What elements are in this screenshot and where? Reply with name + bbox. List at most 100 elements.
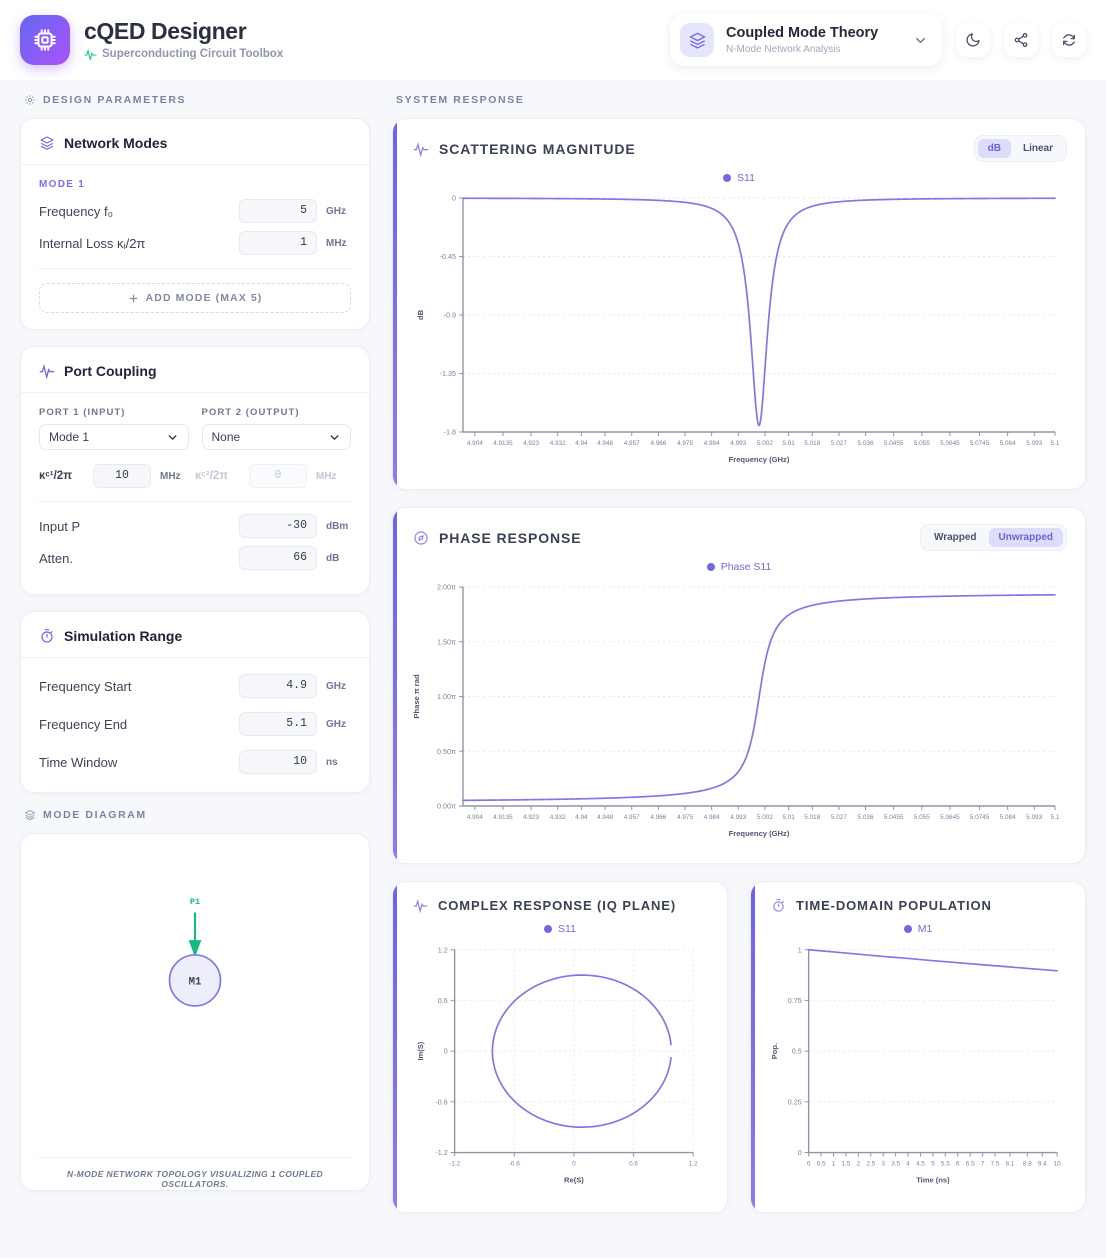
time-domain-title-text: TIME-DOMAIN POPULATION <box>796 898 992 913</box>
svg-text:5.027: 5.027 <box>831 440 847 447</box>
legend-dot <box>544 925 553 933</box>
model-selector[interactable]: Coupled Mode Theory N-Mode Network Analy… <box>670 14 942 66</box>
divider <box>39 268 351 269</box>
legend-dot <box>723 174 732 182</box>
svg-text:Im(S): Im(S) <box>416 1041 425 1060</box>
theme-toggle-button[interactable] <box>956 23 990 57</box>
share-button[interactable] <box>1004 23 1038 57</box>
scattering-legend: S11 <box>393 168 1085 184</box>
phase-response-plot[interactable]: 2.00π 1.50π 1.00π 0.50π 0.00π 4.904 4.9135 4.92… <box>393 573 1085 858</box>
wave-icon <box>39 363 55 379</box>
mode-diagram-card: P1 M1 N-MODE NETWORK TOPOLOGY VISUALIZIN… <box>20 833 370 1191</box>
port2-group: PORT 2 (OUTPUT) None <box>201 407 351 450</box>
network-modes-title: Network Modes <box>21 119 369 165</box>
plus-icon <box>129 294 137 302</box>
wave-icon <box>84 48 97 61</box>
reset-button[interactable] <box>1052 23 1086 57</box>
mode-node-label: M1 <box>189 977 202 989</box>
svg-text:6.5: 6.5 <box>966 1160 975 1167</box>
svg-text:-1.2: -1.2 <box>449 1160 460 1167</box>
simulation-range-card: Simulation Range Frequency Start 4.9 GHz… <box>20 611 370 793</box>
port2-select[interactable]: None <box>201 424 351 450</box>
svg-text:9.4: 9.4 <box>1038 1160 1047 1167</box>
divider <box>39 501 351 502</box>
frequency-start-input[interactable]: 4.9 <box>239 674 317 698</box>
internal-loss-row: Internal Loss κᵢ/2π 1 MHz <box>39 231 351 255</box>
kappa-c2-label: κᶜ²/2π <box>195 470 229 482</box>
svg-text:5.0745: 5.0745 <box>970 440 990 447</box>
svg-text:5.055: 5.055 <box>914 440 930 447</box>
svg-text:0: 0 <box>572 1160 576 1167</box>
port2-value: None <box>211 430 241 444</box>
attenuation-label: Atten. <box>39 550 73 566</box>
svg-text:4.9135: 4.9135 <box>493 440 513 447</box>
port1-select[interactable]: Mode 1 <box>39 424 189 450</box>
main-content: SYSTEM RESPONSE SCATTERING MAGNITUDE dB … <box>370 94 1086 1213</box>
svg-text:0.75: 0.75 <box>788 997 802 1005</box>
svg-text:1.2: 1.2 <box>689 1160 698 1167</box>
kappa-c2-input[interactable]: 0 <box>249 464 307 488</box>
phase-response-card: PHASE RESPONSE Wrapped Unwrapped Phase S… <box>392 507 1086 864</box>
toggle-wrapped[interactable]: Wrapped <box>933 532 977 543</box>
svg-text:5.036: 5.036 <box>858 440 874 447</box>
model-name: Coupled Mode Theory <box>726 25 879 42</box>
svg-text:Re(S): Re(S) <box>564 1175 584 1184</box>
iq-plane-plot[interactable]: 1.2 0.6 0 -0.6 -1.2-1.2 -0.6 0 0.6 1.2 Re(S) Im(S) <box>393 935 727 1207</box>
svg-text:4.984: 4.984 <box>704 814 720 821</box>
svg-text:dB: dB <box>416 309 425 320</box>
svg-text:1: 1 <box>832 1160 836 1167</box>
svg-text:5: 5 <box>931 1160 935 1167</box>
svg-text:5.018: 5.018 <box>804 814 820 821</box>
app-subtitle: Superconducting Circuit Toolbox <box>84 48 283 61</box>
svg-text:5.084: 5.084 <box>1000 814 1016 821</box>
svg-text:0.25: 0.25 <box>788 1098 802 1106</box>
add-mode-button[interactable]: ADD MODE (MAX 5) <box>39 283 351 313</box>
legend-label-phase-s11: Phase S11 <box>720 561 772 573</box>
svg-text:4.957: 4.957 <box>624 814 640 821</box>
port-coupling-title: Port Coupling <box>21 347 369 393</box>
svg-text:-0.9: -0.9 <box>444 311 456 320</box>
svg-text:10: 10 <box>1054 1160 1062 1167</box>
frequency-start-label: Frequency Start <box>39 678 132 694</box>
mode-diagram-canvas[interactable]: P1 M1 <box>21 834 369 1157</box>
port1-label: PORT 1 (INPUT) <box>39 407 126 418</box>
kappa-c1-input[interactable]: 10 <box>93 464 151 488</box>
frequency-unit: GHz <box>326 205 346 217</box>
svg-text:4.94: 4.94 <box>575 440 588 447</box>
time-domain-plot[interactable]: 1 0.75 0.5 0.25 00 0.5 1 1.5 2 2.5 3 3.5 4 4.5 5 5.5 6 6.… <box>751 935 1085 1207</box>
input-power-label: Input P <box>39 518 81 534</box>
input-power-row: Input P -30 dBm <box>39 514 351 538</box>
design-parameters-label: DESIGN PARAMETERS <box>43 94 187 106</box>
mode-diagram-header: MODE DIAGRAM <box>24 809 370 821</box>
toggle-unwrapped[interactable]: Unwrapped <box>988 528 1063 547</box>
svg-text:4.966: 4.966 <box>650 440 666 447</box>
port2-label: PORT 2 (OUTPUT) <box>201 407 300 418</box>
legend-label-s11: S11 <box>558 923 576 935</box>
svg-text:5.036: 5.036 <box>858 814 874 821</box>
svg-text:0: 0 <box>807 1160 811 1167</box>
brand: cQED Designer Superconducting Circuit To… <box>20 15 283 65</box>
chevron-down-icon[interactable] <box>913 33 928 48</box>
input-power-input[interactable]: -30 <box>239 514 317 538</box>
frequency-start-unit: GHz <box>326 680 346 692</box>
port1-value: Mode 1 <box>49 430 90 444</box>
chevron-down-icon <box>168 434 176 440</box>
kappa-c2-unit: MHz <box>316 470 337 482</box>
frequency-input[interactable]: 5 <box>239 199 317 223</box>
toggle-linear[interactable]: Linear <box>1022 143 1053 154</box>
time-window-unit: ns <box>326 756 338 768</box>
bottom-charts-row: COMPLEX RESPONSE (IQ PLANE) S11 1.2 0.6 0 -… <box>392 881 1086 1213</box>
complex-response-title: COMPLEX RESPONSE (IQ PLANE) <box>413 898 676 913</box>
svg-text:4.904: 4.904 <box>467 814 483 821</box>
network-modes-title-text: Network Modes <box>64 135 168 151</box>
scattering-magnitude-plot[interactable]: 0 -0.45 -0.9 -1.35 -1.8 4.904 4.9135 4.923 4.932… <box>393 184 1085 484</box>
toggle-db[interactable]: dB <box>977 139 1011 158</box>
svg-text:5.01: 5.01 <box>782 814 795 821</box>
time-window-input[interactable]: 10 <box>239 750 317 774</box>
svg-text:5.055: 5.055 <box>914 814 930 821</box>
frequency-end-input[interactable]: 5.1 <box>239 712 317 736</box>
attenuation-input[interactable]: 66 <box>239 546 317 570</box>
ports-row: PORT 1 (INPUT) Mode 1 PORT 2 (OUTPUT) No… <box>39 407 351 450</box>
legend-label-m1: M1 <box>917 923 933 935</box>
internal-loss-input[interactable]: 1 <box>239 231 317 255</box>
